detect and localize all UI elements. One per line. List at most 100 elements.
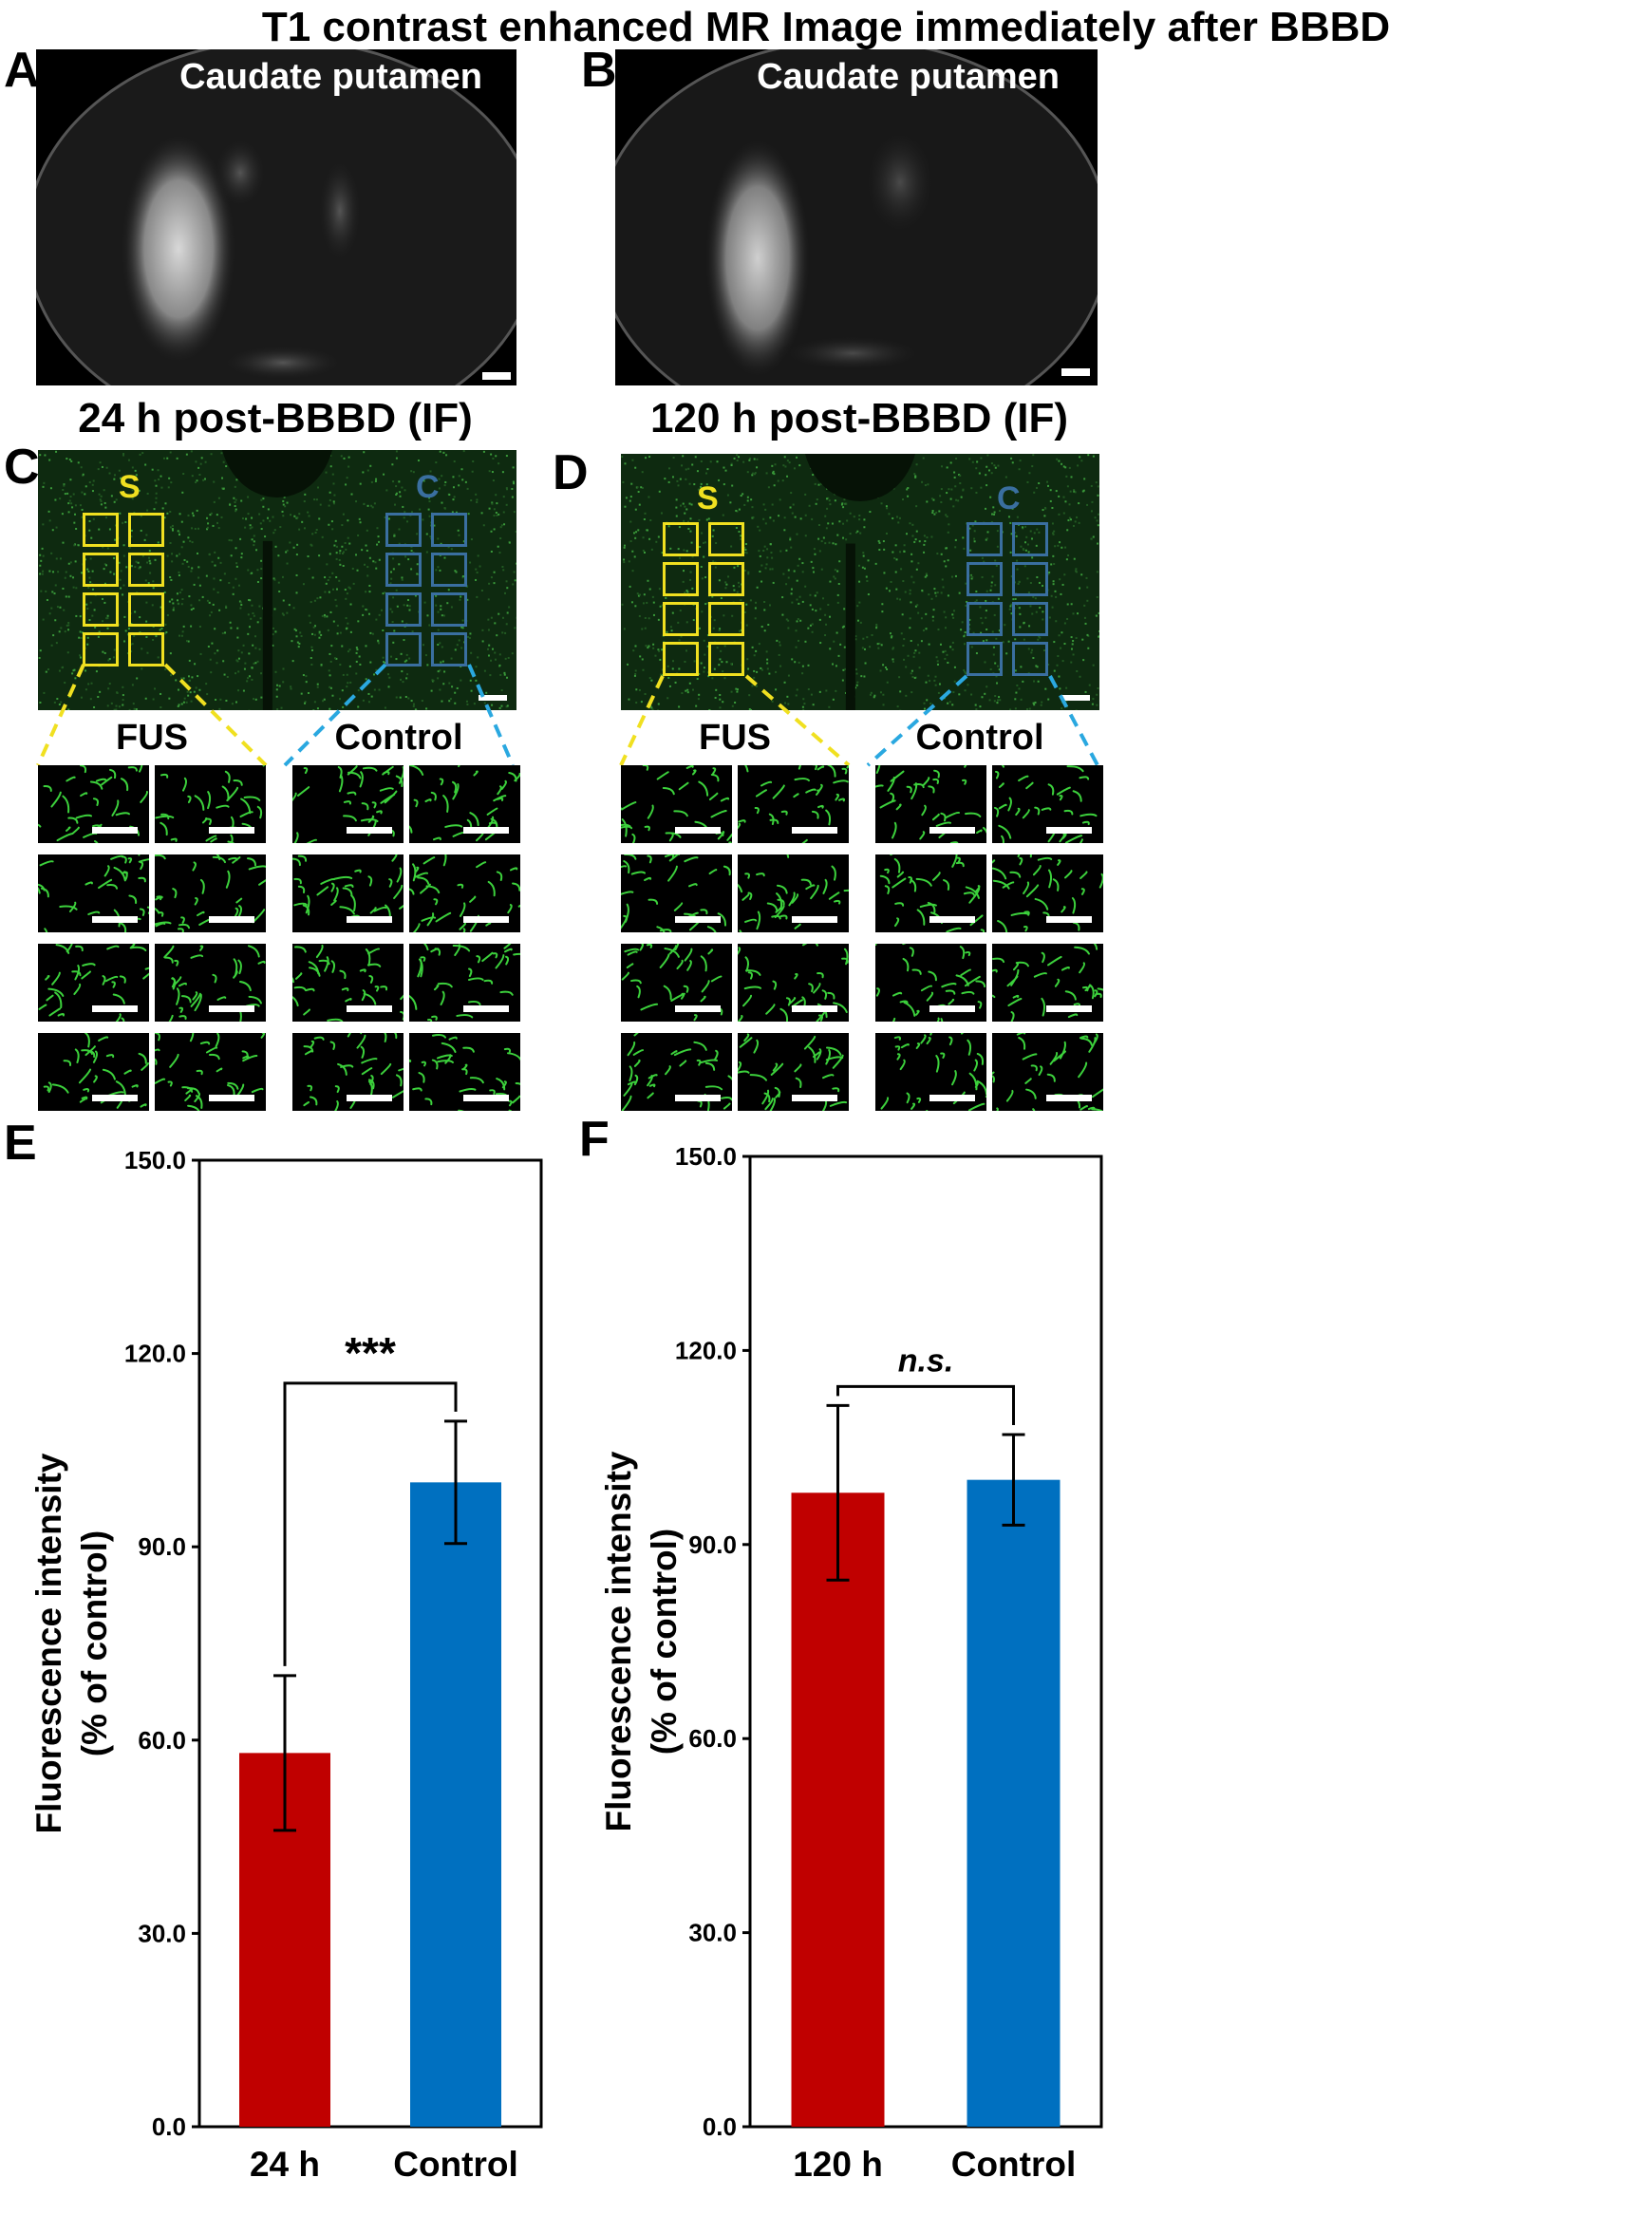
- scale-bar-b: [1061, 368, 1090, 376]
- significance-bracket: [836, 1384, 1015, 1425]
- tile-scale-bar: [463, 916, 509, 923]
- tile-grid-c: [38, 765, 520, 1111]
- error-bar: [826, 1403, 850, 1582]
- roi-box: [431, 553, 467, 587]
- micrograph-tile: [621, 765, 732, 843]
- bar: [967, 1479, 1061, 2127]
- micrograph-tile: [155, 944, 266, 1022]
- micrograph-tile: [738, 944, 849, 1022]
- micrograph-tile: [621, 854, 732, 932]
- mri-label-b: Caudate putamen: [757, 57, 1060, 97]
- vessel-texture: [38, 765, 148, 843]
- micrograph-tile: [621, 1033, 732, 1111]
- vessel-texture: [303, 1033, 404, 1111]
- tile-scale-bar: [675, 827, 721, 834]
- roi-box: [431, 632, 467, 666]
- panel-a-letter: A: [4, 43, 40, 98]
- scale-bar-c: [479, 695, 507, 701]
- mri-brain-a: [36, 49, 516, 385]
- vessel-texture: [993, 765, 1098, 843]
- vessel-texture: [875, 765, 986, 843]
- zoom-line-c-d-left: [866, 674, 968, 767]
- roi-box: [128, 553, 164, 587]
- tile-scale-bar: [675, 1095, 721, 1101]
- subtitle-d: 120 h post-BBBD (IF): [650, 395, 1068, 441]
- tile-scale-bar: [675, 1005, 721, 1012]
- roi-box: [1012, 522, 1048, 556]
- plot-frame: [748, 1155, 1103, 2129]
- if-section-c: S C: [38, 450, 516, 710]
- zoom-line-s-c-left: [36, 664, 85, 766]
- section-texture-d: [621, 454, 1099, 710]
- roi-box: [83, 513, 119, 547]
- y-tick-label: 60.0: [138, 1726, 186, 1755]
- micrograph-tile: [738, 1033, 849, 1111]
- tile-scale-bar: [347, 1095, 392, 1101]
- micrograph-tile: [292, 1033, 404, 1111]
- roi-box: [663, 642, 699, 676]
- y-tick-label: 150.0: [124, 1146, 186, 1174]
- roi-box: [385, 513, 422, 547]
- roi-box: [385, 553, 422, 587]
- vessel-texture: [621, 1033, 732, 1111]
- roi-box: [83, 592, 119, 627]
- vessel-texture: [992, 1033, 1103, 1111]
- vessel-texture: [38, 854, 149, 932]
- subtitle-c: 24 h post-BBBD (IF): [78, 395, 473, 441]
- zoom-line-s-d-right: [744, 674, 851, 767]
- tile-scale-bar: [929, 1005, 975, 1012]
- y-tick-label: 30.0: [688, 1919, 737, 1947]
- tile-scale-bar: [209, 1095, 254, 1101]
- mri-label-a: Caudate putamen: [179, 57, 482, 97]
- micrograph-tile: [409, 765, 520, 843]
- micrograph-tile: [155, 1033, 266, 1111]
- bar: [410, 1482, 501, 2127]
- bar-chart-e: 0.0 30.0 60.0 90.0 120.0 150.0 Fluorescence in…: [29, 1146, 543, 2184]
- category-label: 24 h: [250, 2145, 320, 2184]
- y-axis-label: (% of control): [645, 1529, 684, 1755]
- tile-scale-bar: [92, 1095, 138, 1101]
- roi-box: [1012, 602, 1048, 636]
- tile-scale-bar: [209, 1005, 254, 1012]
- significance-label: ***: [345, 1328, 396, 1378]
- tile-scale-bar: [1046, 827, 1092, 834]
- fus-label-c: FUS: [116, 718, 188, 758]
- roi-label-s-d: S: [697, 480, 719, 516]
- tile-scale-bar: [209, 827, 254, 834]
- roi-box: [967, 522, 1003, 556]
- micrograph-tile: [409, 854, 520, 932]
- vessel-texture: [155, 765, 266, 843]
- error-bar: [444, 1419, 467, 1546]
- category-label: Control: [951, 2145, 1077, 2184]
- roi-label-c-d: C: [997, 480, 1021, 516]
- tile-scale-bar: [347, 827, 392, 834]
- vessel-texture: [409, 944, 520, 1022]
- y-tick-label: 30.0: [138, 1919, 186, 1947]
- error-bar: [273, 1674, 296, 1832]
- vessel-texture: [738, 944, 849, 1022]
- roi-box: [708, 522, 744, 556]
- micrograph-tile: [992, 765, 1103, 843]
- vessel-texture: [38, 944, 149, 1022]
- micrograph-tile: [992, 854, 1103, 932]
- micrograph-tile: [292, 944, 404, 1022]
- figure-title: T1 contrast enhanced MR Image immediatel…: [261, 4, 1391, 50]
- micrograph-tile: [38, 765, 149, 843]
- tile-scale-bar: [1046, 916, 1092, 923]
- mri-image-b: Caudate putamen: [615, 49, 1098, 385]
- significance-bracket: [283, 1381, 458, 1666]
- zoom-line-s-c-right: [163, 663, 268, 767]
- vessel-texture: [992, 854, 1103, 932]
- micrograph-tile: [875, 1033, 986, 1111]
- zoom-lines: [36, 663, 1099, 767]
- tile-scale-bar: [1046, 1005, 1092, 1012]
- roi-box: [83, 632, 119, 666]
- tile-scale-bar: [209, 916, 254, 923]
- mri-brain-b: [615, 49, 1098, 385]
- micrograph-tile: [738, 765, 849, 843]
- zoom-line-s-d-left: [619, 675, 665, 766]
- micrograph-tile: [738, 854, 849, 932]
- tile-scale-bar: [792, 916, 837, 923]
- micrograph-tile: [875, 854, 986, 932]
- roi-label-s-c: S: [119, 469, 141, 505]
